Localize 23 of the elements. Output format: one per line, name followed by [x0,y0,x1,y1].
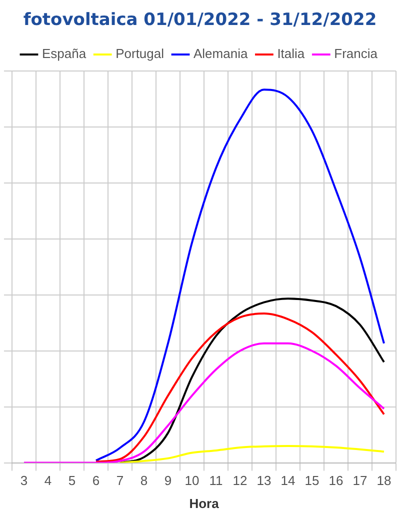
x-tick-label: 7 [116,473,124,488]
x-tick-label: 3 [20,473,28,488]
x-tick-label: 14 [280,473,296,488]
legend-label: España [42,46,87,62]
x-tick-label: 12 [232,473,248,488]
x-tick-label: 17 [352,473,368,488]
chart-title: fotovoltaica 01/01/2022 - 31/12/2022 [22,9,378,32]
legend-label: Portugal [116,46,164,62]
x-tick-label: 15 [304,473,320,488]
x-tick-label: 5 [68,473,76,488]
x-tick-label: 16 [328,473,344,488]
x-tick-label: 18 [376,473,392,488]
x-tick-label: 11 [209,473,223,488]
x-tick-label: 6 [92,473,100,488]
x-tick-label: 13 [256,473,272,488]
x-tick-label: 4 [44,473,52,488]
legend-label: Francia [334,46,378,62]
legend-label: Alemania [194,46,248,62]
x-axis-title: Hora [189,496,220,511]
x-tick-label: 8 [140,473,148,488]
x-tick-label: 9 [164,473,172,488]
legend-label: Italia [277,46,306,62]
x-tick-label: 10 [184,473,200,488]
